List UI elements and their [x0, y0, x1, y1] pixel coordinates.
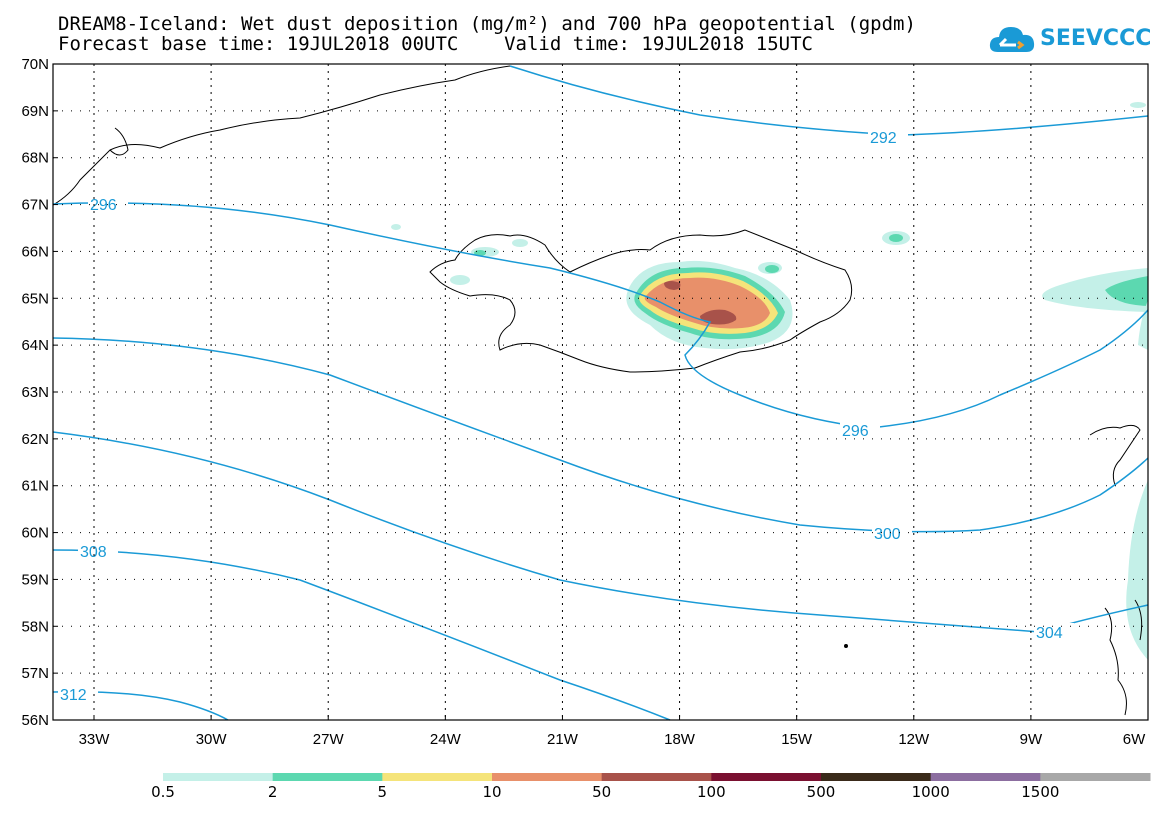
map-background: [53, 64, 1148, 720]
colorbar-swatch: [382, 773, 493, 781]
contour-label: 292: [870, 130, 897, 147]
colorbar-swatch: [1040, 773, 1151, 781]
longitude-label: 12W: [898, 731, 930, 748]
latitude-label: 62N: [21, 431, 49, 448]
colorbar-swatch: [272, 773, 383, 781]
colorbar-label: 5: [377, 783, 388, 801]
colorbar-label: 1000: [911, 783, 950, 801]
colorbar-swatch: [821, 773, 932, 781]
colorbar-swatch: [601, 773, 712, 781]
longitude-label: 21W: [547, 731, 579, 748]
map-subtitle: Forecast base time: 19JUL2018 00UTC Vali…: [58, 33, 813, 55]
dust-deposition-field: [391, 102, 1148, 660]
latitude-label: 59N: [21, 571, 49, 588]
longitude-label: 18W: [664, 731, 696, 748]
contour-label: 308: [80, 544, 107, 561]
colorbar-label: 0.5: [151, 783, 175, 801]
cloud-icon: [989, 27, 1035, 52]
axis-ticks: [53, 63, 1149, 721]
latitude-label: 65N: [21, 290, 49, 307]
logo-text: SEEVCCC: [1040, 26, 1152, 51]
contour-label: 300: [874, 526, 901, 543]
coastlines: [52, 65, 1143, 716]
latitude-label: 63N: [21, 384, 49, 401]
map-title: DREAM8-Iceland: Wet dust deposition (mg/…: [58, 13, 916, 35]
longitude-label: 15W: [781, 731, 813, 748]
latitude-labels: 70N 69N 68N 67N 66N 65N 64N 63N 62N 61N 60N 59N 58N 5…: [21, 56, 49, 729]
latitude-label: 56N: [21, 712, 49, 729]
colorbar-label: 100: [697, 783, 726, 801]
latitude-label: 64N: [21, 337, 49, 354]
longitude-label: 9W: [1020, 731, 1043, 748]
longitude-label: 33W: [79, 731, 111, 748]
longitude-label: 30W: [196, 731, 228, 748]
latitude-label: 58N: [21, 618, 49, 635]
contour-label: 296: [842, 423, 869, 440]
longitude-label: 6W: [1123, 731, 1146, 748]
colorbar-label: 2: [267, 783, 278, 801]
latitude-label: 57N: [21, 665, 49, 682]
contour-labels: 292 296 296 300 304 308 312: [58, 128, 1074, 704]
colorbar-label: 50: [592, 783, 612, 801]
latitude-label: 67N: [21, 197, 49, 214]
longitude-label: 24W: [430, 731, 462, 748]
colorbar-swatch: [492, 773, 603, 781]
colorbar-swatch: [163, 773, 274, 781]
longitude-label: 27W: [313, 731, 345, 748]
latitude-label: 60N: [21, 525, 49, 542]
colorbar-label: 500: [806, 783, 836, 801]
colorbar: [163, 773, 1151, 781]
longitude-labels: 33W 30W 27W 24W 21W 18W 15W 12W 9W 6W: [79, 731, 1147, 748]
colorbar-swatch: [930, 773, 1041, 781]
latitude-label: 68N: [21, 150, 49, 167]
contour-label: 304: [1036, 625, 1063, 642]
latitude-label: 61N: [21, 478, 49, 495]
colorbar-swatch: [711, 773, 822, 781]
colorbar-label: 1500: [1021, 783, 1060, 801]
latitude-label: 66N: [21, 243, 49, 260]
contour-label: 296: [90, 197, 117, 214]
gridlines: [53, 64, 1148, 720]
seevccc-logo: SEEVCCC: [988, 22, 1151, 58]
contour-label: 312: [60, 687, 87, 704]
latitude-label: 70N: [21, 56, 49, 73]
latitude-label: 69N: [21, 103, 49, 120]
colorbar-label: 10: [482, 783, 502, 801]
